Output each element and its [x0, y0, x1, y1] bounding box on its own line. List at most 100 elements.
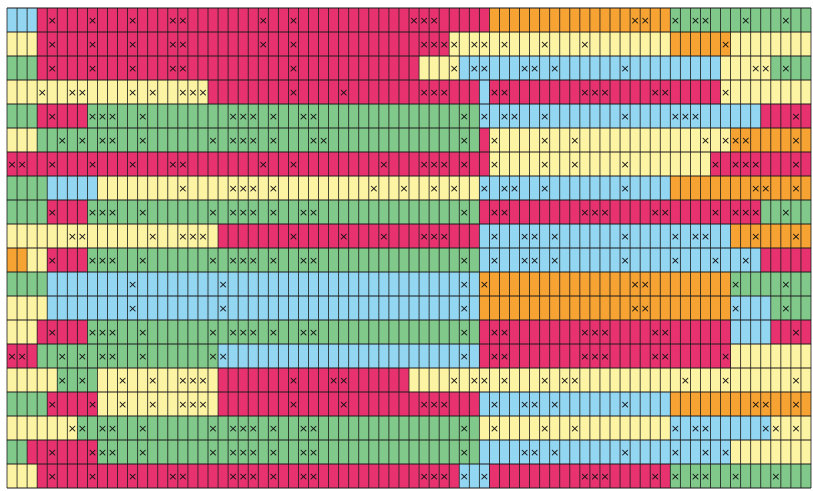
x-mark: × — [259, 38, 268, 51]
x-mark: × — [460, 134, 469, 147]
cell-run — [760, 248, 811, 272]
x-mark: × — [430, 158, 439, 171]
x-mark: × — [500, 110, 509, 123]
x-mark: × — [791, 326, 800, 339]
x-mark: × — [701, 134, 710, 147]
x-mark: × — [249, 182, 258, 195]
x-mark: × — [701, 230, 710, 243]
x-mark: × — [168, 38, 177, 51]
x-mark: × — [239, 422, 248, 435]
x-mark: × — [460, 446, 469, 459]
x-mark: × — [711, 158, 720, 171]
x-mark: × — [691, 230, 700, 243]
x-mark: × — [339, 374, 348, 387]
cell-run — [760, 200, 811, 224]
x-mark: × — [711, 206, 720, 219]
x-mark: × — [239, 110, 248, 123]
x-mark: × — [500, 206, 509, 219]
x-mark: × — [530, 254, 539, 267]
x-mark: × — [520, 230, 529, 243]
x-mark: × — [651, 470, 660, 483]
x-mark: × — [731, 158, 740, 171]
x-mark: × — [128, 278, 137, 291]
x-mark: × — [661, 206, 670, 219]
x-mark: × — [229, 326, 238, 339]
x-mark: × — [731, 470, 740, 483]
cell-run — [37, 8, 490, 32]
x-mark: × — [711, 254, 720, 267]
x-mark: × — [68, 86, 77, 99]
x-mark: × — [721, 38, 730, 51]
x-mark: × — [98, 350, 107, 363]
x-mark: × — [661, 86, 670, 99]
x-mark: × — [600, 86, 609, 99]
x-mark: × — [198, 230, 207, 243]
x-mark: × — [631, 14, 640, 27]
cell-run — [7, 320, 38, 344]
x-mark: × — [661, 350, 670, 363]
x-mark: × — [480, 38, 489, 51]
x-mark: × — [299, 206, 308, 219]
x-mark: × — [138, 110, 147, 123]
x-mark: × — [480, 110, 489, 123]
x-mark: × — [98, 134, 107, 147]
x-mark: × — [239, 326, 248, 339]
x-mark: × — [419, 230, 428, 243]
x-mark: × — [78, 230, 87, 243]
x-mark: × — [450, 374, 459, 387]
x-mark: × — [540, 422, 549, 435]
x-mark: × — [651, 326, 660, 339]
x-mark: × — [791, 374, 800, 387]
x-mark: × — [88, 470, 97, 483]
cell-run — [87, 248, 480, 272]
x-mark: × — [168, 470, 177, 483]
x-mark: × — [118, 398, 127, 411]
cell-run — [479, 296, 731, 320]
x-mark: × — [239, 134, 248, 147]
x-mark: × — [550, 230, 559, 243]
x-mark: × — [178, 158, 187, 171]
x-mark: × — [480, 62, 489, 75]
x-mark: × — [701, 470, 710, 483]
x-mark: × — [600, 206, 609, 219]
x-mark: × — [48, 110, 57, 123]
x-mark: × — [138, 446, 147, 459]
x-mark: × — [520, 254, 529, 267]
x-mark: × — [791, 398, 800, 411]
x-mark: × — [138, 326, 147, 339]
x-mark: × — [289, 62, 298, 75]
x-mark: × — [269, 422, 278, 435]
x-mark: × — [309, 110, 318, 123]
x-mark: × — [791, 422, 800, 435]
x-mark: × — [48, 254, 57, 267]
x-mark: × — [218, 302, 227, 315]
x-mark: × — [138, 422, 147, 435]
x-mark: × — [741, 254, 750, 267]
x-mark: × — [409, 14, 418, 27]
x-mark: × — [88, 254, 97, 267]
cell-run — [37, 320, 88, 344]
x-mark: × — [229, 134, 238, 147]
x-mark: × — [590, 350, 599, 363]
x-mark: × — [7, 350, 16, 363]
x-mark: × — [751, 62, 760, 75]
x-mark: × — [460, 158, 469, 171]
x-mark: × — [309, 422, 318, 435]
x-mark: × — [460, 254, 469, 267]
x-mark: × — [691, 110, 700, 123]
x-mark: × — [309, 206, 318, 219]
cell-run — [479, 272, 731, 296]
x-mark: × — [751, 182, 760, 195]
x-mark: × — [691, 14, 700, 27]
x-mark: × — [751, 398, 760, 411]
x-mark: × — [470, 374, 479, 387]
x-mark: × — [681, 110, 690, 123]
x-mark: × — [671, 422, 680, 435]
x-mark: × — [540, 374, 549, 387]
x-mark: × — [78, 422, 87, 435]
x-mark: × — [430, 230, 439, 243]
x-mark: × — [208, 254, 217, 267]
cell-run — [208, 80, 480, 104]
x-mark: × — [580, 38, 589, 51]
x-mark: × — [450, 62, 459, 75]
